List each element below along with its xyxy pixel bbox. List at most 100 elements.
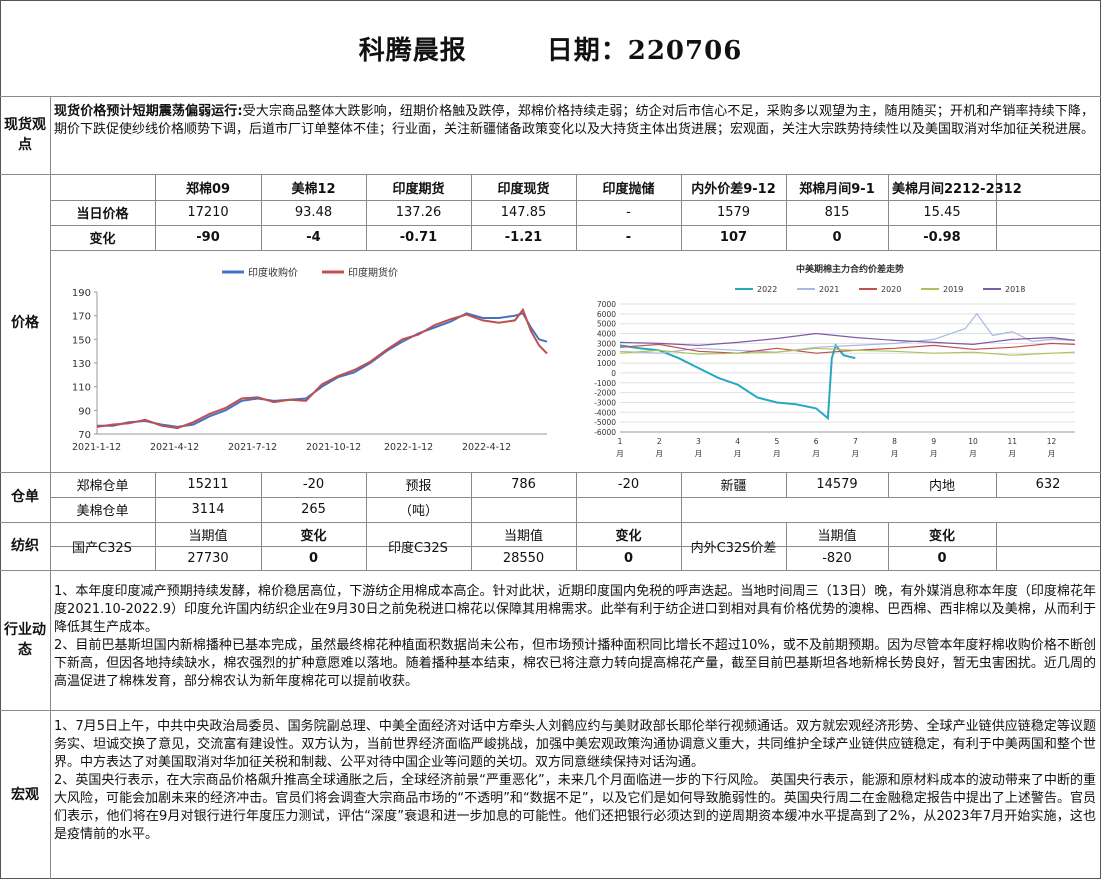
section-label-warehouse: 仓单 [11, 489, 39, 505]
india-price-chart: 印度收购价 印度期货价 70 90 110 130 150 170 190 2021-1-12 20… [72, 266, 548, 453]
change-value: -1.21 [504, 230, 543, 245]
y-tick-label: 1000 [597, 359, 616, 368]
chart-title: 中美期棉主力合约价差走势 [796, 263, 904, 275]
yarn-domestic-current-label: 当期值 [188, 528, 228, 544]
warehouse-zce-value: 15211 [187, 477, 229, 492]
spot-view-lead: 现货价格预计短期震荡偏弱运行: [54, 104, 243, 119]
warehouse-forecast-change: -20 [617, 477, 640, 492]
x-tick-label: 2021-1-12 [72, 442, 121, 453]
yarn-india-value: 28550 [502, 550, 545, 566]
change-value: 0 [832, 230, 842, 245]
x-tick-label: 月 [734, 449, 742, 458]
warehouse-zce-change: -20 [302, 477, 325, 492]
warehouse-inland-value: 632 [1035, 477, 1061, 492]
price-col-india-futures: 印度期货 [392, 181, 445, 197]
warehouse-unit: （吨） [398, 504, 438, 519]
price-col-india-reserve: 印度抛储 [602, 181, 655, 197]
price-value: 93.48 [294, 205, 333, 220]
y-tick-label: 3000 [597, 339, 616, 348]
x-tick-number: 4 [735, 437, 740, 446]
x-tick-label: 月 [616, 449, 624, 458]
warehouse-forecast-value: 786 [511, 477, 536, 492]
x-tick-number: 9 [931, 437, 936, 446]
series-line-2022 [619, 343, 856, 421]
yarn-india-label: 印度C32S [388, 540, 448, 556]
warehouse-ice-value: 3114 [191, 502, 225, 517]
x-tick-label: 月 [695, 449, 703, 458]
industry-news: 1、本年度印度减产预期持续发酵，棉价稳居高位，下游纺企用棉成本高企。针对此状，近… [54, 583, 1096, 691]
section-label-spot: 现货观点 [4, 117, 46, 153]
x-tick-label: 月 [852, 449, 860, 458]
spot-view-body: 受大宗商品整体大跌影响，纽期价格触及跌停，郑棉价格持续走弱；纺企对后市信心不足，… [54, 104, 1095, 137]
price-value: 137.26 [395, 205, 442, 220]
y-tick-label: -6000 [594, 428, 616, 437]
yarn-spread-change-label: 变化 [928, 528, 955, 544]
change-value: -90 [196, 230, 220, 245]
y-tick-label: 0 [611, 369, 616, 378]
series-line-1 [97, 312, 548, 428]
change-value: - [625, 230, 632, 245]
legend-label: 2021 [819, 285, 839, 294]
series-line-2018 [619, 332, 1076, 347]
price-col-zce-spread: 郑棉月间9-1 [799, 181, 875, 197]
price-value: 147.85 [500, 205, 547, 220]
x-tick-number: 2 [657, 437, 662, 446]
yarn-domestic-change-label: 变化 [300, 528, 327, 544]
yarn-spread-current-label: 当期值 [817, 528, 857, 544]
report-date: 日期：220706 [546, 35, 743, 66]
yarn-spread-change: 0 [937, 550, 947, 566]
section-label-macro: 宏观 [11, 786, 39, 803]
x-tick-number: 5 [775, 437, 780, 446]
report-title: 科腾晨报 [358, 35, 467, 66]
price-value: 17210 [187, 205, 229, 220]
x-tick-label: 月 [773, 449, 781, 458]
warehouse-zce-label: 郑棉仓单 [76, 479, 129, 494]
x-tick-label: 2021-10-12 [306, 442, 361, 453]
yarn-india-change: 0 [623, 550, 634, 566]
price-value: 815 [824, 205, 850, 220]
x-tick-number: 11 [1007, 437, 1017, 446]
price-col-zce09: 郑棉09 [185, 181, 231, 197]
yarn-domestic-label: 国产C32S [72, 540, 132, 556]
yarn-india-current-label: 当期值 [503, 528, 543, 544]
yarn-india-change-label: 变化 [615, 528, 642, 544]
report-header: 科腾晨报 日期：220706 [0, 0, 1101, 96]
change-value: -0.98 [923, 230, 961, 245]
warehouse-xinjiang-label: 新疆 [720, 479, 747, 494]
y-tick-label: 7000 [597, 300, 616, 309]
y-tick-label: -5000 [594, 418, 616, 427]
legend-label: 2022 [757, 285, 777, 294]
macro-news: 1、7月5日上午，中共中央政治局委员、国务院副总理、中美全面经济对话中方牵头人刘… [54, 718, 1096, 844]
y-tick-label: 6000 [597, 310, 616, 319]
legend-label: 印度收购价 [248, 266, 298, 279]
x-tick-number: 1 [618, 437, 623, 446]
x-tick-label: 月 [1048, 449, 1056, 458]
y-tick-label: 2000 [597, 349, 616, 358]
x-tick-label: 月 [655, 449, 663, 458]
x-tick-label: 2021-7-12 [228, 442, 277, 453]
x-tick-label: 月 [812, 449, 820, 458]
legend-label: 2020 [881, 285, 901, 294]
change-value: -0.71 [399, 230, 438, 245]
y-tick-label: 90 [78, 406, 91, 417]
x-tick-label: 月 [1008, 449, 1016, 458]
warehouse-ice-label: 美棉仓单 [76, 504, 129, 519]
yarn-spread-value: -820 [822, 550, 852, 566]
price-value: 1579 [716, 205, 751, 220]
y-tick-label: 150 [72, 335, 91, 346]
y-tick-label: -3000 [594, 398, 616, 407]
price-col-spread: 内外价差9-12 [691, 181, 776, 197]
macro-item-2: 2、英国央行表示，在大宗商品价格飙升推高全球通胀之后，全球经济前景“严重恶化”，… [54, 773, 1096, 842]
price-col-ice-spread: 美棉月间2212-2312 [892, 181, 1022, 197]
y-tick-label: 110 [72, 383, 91, 394]
y-tick-label: 170 [72, 312, 91, 323]
x-tick-number: 12 [1047, 437, 1057, 446]
x-tick-number: 6 [814, 437, 819, 446]
legend-label: 2019 [943, 285, 963, 294]
warehouse-inland-label: 内地 [928, 479, 955, 494]
y-tick-label: 130 [72, 359, 91, 370]
y-tick-label: -4000 [594, 408, 616, 417]
x-tick-label: 2022-1-12 [384, 442, 433, 453]
price-row-label-change: 变化 [89, 232, 116, 247]
spot-view-text: 现货价格预计短期震荡偏弱运行:受大宗商品整体大跌影响，纽期价格触及跌停，郑棉价格… [54, 103, 1094, 139]
